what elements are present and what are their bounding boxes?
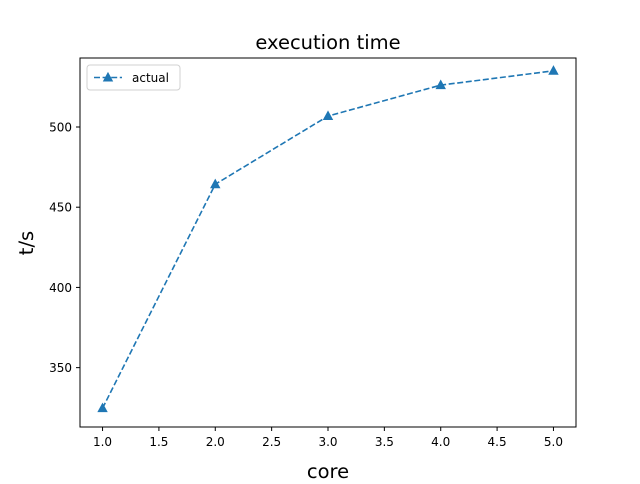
legend-box xyxy=(86,64,181,91)
x-axis-ticks: 1.0 1.5 2.0 2.5 3.0 3.5 4.0 4.5 5.0 xyxy=(93,427,563,449)
data-point xyxy=(548,65,559,75)
x-axis-label: core xyxy=(307,460,349,480)
data-point xyxy=(210,178,221,189)
data-point xyxy=(435,79,446,90)
y-tick-label: 350 xyxy=(49,361,72,375)
legend: actual xyxy=(86,64,181,91)
x-tick-label: 4.5 xyxy=(488,435,507,449)
legend-label: actual xyxy=(132,71,169,85)
legend-marker xyxy=(102,71,114,82)
data-point xyxy=(97,402,108,413)
x-tick-label: 2.0 xyxy=(206,435,225,449)
x-tick-label: 1.0 xyxy=(93,435,112,449)
series-layer xyxy=(97,65,559,413)
data-point xyxy=(322,110,334,121)
x-tick-label: 1.5 xyxy=(149,435,168,449)
x-tick-label: 4.0 xyxy=(431,435,450,449)
y-axis-label: t/s xyxy=(15,231,38,255)
x-tick-label: 3.5 xyxy=(375,435,394,449)
x-tick-label: 5.0 xyxy=(544,435,563,449)
y-axis-ticks: 350 400 450 500 xyxy=(49,120,80,375)
chart-title: execution time xyxy=(255,31,400,54)
y-tick-label: 450 xyxy=(49,201,72,215)
x-tick-label: 2.5 xyxy=(262,435,281,449)
y-tick-label: 400 xyxy=(49,281,72,295)
x-tick-label: 3.0 xyxy=(318,435,337,449)
y-tick-label: 500 xyxy=(49,120,72,134)
